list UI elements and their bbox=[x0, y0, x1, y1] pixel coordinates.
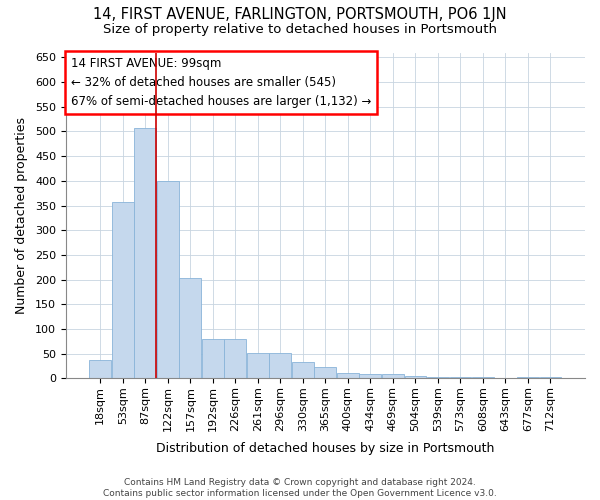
Bar bbox=[337, 373, 359, 378]
Bar bbox=[539, 377, 562, 378]
Bar bbox=[404, 376, 427, 378]
Bar bbox=[179, 278, 201, 378]
Bar bbox=[359, 374, 382, 378]
Bar bbox=[224, 339, 246, 378]
Text: Contains HM Land Registry data © Crown copyright and database right 2024.
Contai: Contains HM Land Registry data © Crown c… bbox=[103, 478, 497, 498]
Bar bbox=[89, 360, 111, 378]
Bar bbox=[134, 128, 156, 378]
Bar bbox=[247, 352, 269, 378]
Bar bbox=[314, 368, 337, 378]
Bar bbox=[202, 339, 224, 378]
Bar bbox=[269, 352, 291, 378]
Text: 14 FIRST AVENUE: 99sqm
← 32% of detached houses are smaller (545)
67% of semi-de: 14 FIRST AVENUE: 99sqm ← 32% of detached… bbox=[71, 58, 371, 108]
Y-axis label: Number of detached properties: Number of detached properties bbox=[15, 117, 28, 314]
Text: Size of property relative to detached houses in Portsmouth: Size of property relative to detached ho… bbox=[103, 22, 497, 36]
X-axis label: Distribution of detached houses by size in Portsmouth: Distribution of detached houses by size … bbox=[156, 442, 494, 455]
Bar bbox=[449, 377, 472, 378]
Bar bbox=[427, 377, 449, 378]
Text: 14, FIRST AVENUE, FARLINGTON, PORTSMOUTH, PO6 1JN: 14, FIRST AVENUE, FARLINGTON, PORTSMOUTH… bbox=[93, 8, 507, 22]
Bar bbox=[382, 374, 404, 378]
Bar bbox=[112, 202, 134, 378]
Bar bbox=[472, 377, 494, 378]
Bar bbox=[292, 362, 314, 378]
Bar bbox=[157, 181, 179, 378]
